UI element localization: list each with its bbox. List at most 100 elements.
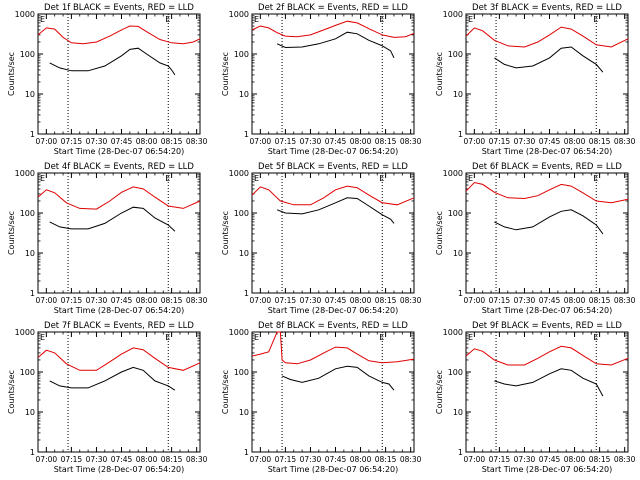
marker-label-left: E <box>468 333 473 342</box>
x-tick-label: 08:15 <box>589 296 611 305</box>
y-tick-label: 1 <box>244 130 249 139</box>
x-tick-label: 08:00 <box>564 455 586 464</box>
y-tick-label: 10 <box>453 90 463 99</box>
x-tick-label: 08:15 <box>375 296 397 305</box>
series-lld-line <box>465 181 629 204</box>
panel-det-2: Det 2f BLACK = Events, RED = LLD 1 10 100 10… <box>221 3 422 156</box>
plot-frame <box>37 13 201 135</box>
y-tick-label: 100 <box>448 50 463 59</box>
plot-frame <box>251 331 415 453</box>
y-tick-label: 100 <box>20 368 35 377</box>
y-tick-label: 1000 <box>443 169 463 178</box>
y-tick-label: 100 <box>448 368 463 377</box>
marker-label-left: E <box>40 333 45 342</box>
x-tick-label: 07:15 <box>61 296 83 305</box>
plot-frame <box>251 172 415 294</box>
marker-label-right: E <box>593 174 598 183</box>
marker-label-right: E <box>165 333 170 342</box>
y-axis-title: Counts/sec <box>7 211 16 255</box>
marker-label-left: E <box>254 15 259 24</box>
y-axis-title: Counts/sec <box>7 370 16 414</box>
x-tick-label: 07:15 <box>275 296 297 305</box>
y-tick-label: 1 <box>244 289 249 298</box>
series-lld-line <box>465 26 629 48</box>
panel-det-9: Det 9f BLACK = Events, RED = LLD 1 10 100 10… <box>435 321 636 474</box>
panel-title: Det 5f BLACK = Events, RED = LLD <box>258 162 408 172</box>
x-axis-title: Start Time (28-Dec-07 06:54:20) <box>54 147 185 156</box>
series-lld-line <box>37 25 201 45</box>
x-tick-label: 08:15 <box>161 455 183 464</box>
x-tick-label: 08:15 <box>375 137 397 146</box>
panel-title: Det 3f BLACK = Events, RED = LLD <box>472 3 622 13</box>
x-tick-label: 07:15 <box>61 455 83 464</box>
y-tick-label: 100 <box>234 50 249 59</box>
y-tick-label: 1000 <box>229 10 249 19</box>
x-tick-label: 08:00 <box>350 296 372 305</box>
x-tick-label: 07:30 <box>514 455 536 464</box>
x-tick-label: 07:15 <box>489 296 511 305</box>
x-tick-label: 07:45 <box>111 137 133 146</box>
x-axis-title: Start Time (28-Dec-07 06:54:20) <box>482 147 613 156</box>
y-tick-label: 1000 <box>443 10 463 19</box>
series-events-line <box>276 197 395 224</box>
x-tick-label: 07:00 <box>250 296 272 305</box>
marker-label-left: E <box>40 174 45 183</box>
x-tick-label: 07:30 <box>514 137 536 146</box>
x-tick-label: 08:00 <box>350 137 372 146</box>
x-tick-label: 08:15 <box>589 455 611 464</box>
panel-det-1: Det 1f BLACK = Events, RED = LLD 1 10 100 10… <box>7 3 208 156</box>
x-tick-label: 08:30 <box>186 455 208 464</box>
y-axis-title: Counts/sec <box>435 211 444 255</box>
x-tick-label: 07:45 <box>325 296 347 305</box>
y-tick-label: 1 <box>30 289 35 298</box>
marker-label-right: E <box>379 15 384 24</box>
series-lld-line <box>251 185 415 206</box>
marker-label-right: E <box>593 15 598 24</box>
panel-title: Det 8f BLACK = Events, RED = LLD <box>258 321 408 331</box>
x-axis-title: Start Time (28-Dec-07 06:54:20) <box>482 306 613 315</box>
x-tick-label: 08:30 <box>400 455 422 464</box>
x-tick-label: 07:45 <box>539 137 561 146</box>
y-tick-label: 10 <box>453 249 463 258</box>
y-axis-title: Counts/sec <box>435 52 444 96</box>
x-axis-title: Start Time (28-Dec-07 06:54:20) <box>482 465 613 474</box>
plot-frame <box>465 172 629 294</box>
x-tick-label: 07:00 <box>250 455 272 464</box>
marker-label-left: E <box>254 174 259 183</box>
panel-det-5: Det 5f BLACK = Events, RED = LLD 1 10 100 10… <box>221 162 422 315</box>
y-tick-label: 1000 <box>229 328 249 337</box>
plot-frame <box>465 13 629 135</box>
y-tick-label: 1000 <box>229 169 249 178</box>
y-tick-label: 1000 <box>443 328 463 337</box>
y-tick-label: 10 <box>25 90 35 99</box>
x-tick-label: 07:15 <box>61 137 83 146</box>
plot-frame <box>37 172 201 294</box>
x-tick-label: 08:30 <box>186 137 208 146</box>
series-events-line <box>49 47 176 76</box>
series-events-line <box>494 368 604 397</box>
y-axis-title: Counts/sec <box>221 52 230 96</box>
x-tick-label: 07:00 <box>464 455 486 464</box>
y-tick-label: 10 <box>239 90 249 99</box>
x-tick-label: 07:45 <box>539 455 561 464</box>
x-tick-label: 07:45 <box>111 296 133 305</box>
x-tick-label: 08:30 <box>614 137 636 146</box>
x-tick-label: 08:15 <box>375 455 397 464</box>
series-lld-line <box>37 186 201 210</box>
y-axis-title: Counts/sec <box>221 370 230 414</box>
y-tick-label: 100 <box>20 50 35 59</box>
x-tick-label: 07:45 <box>111 455 133 464</box>
panel-title: Det 1f BLACK = Events, RED = LLD <box>44 3 194 13</box>
y-tick-label: 100 <box>448 209 463 218</box>
panel-det-4: Det 4f BLACK = Events, RED = LLD 1 10 100 10… <box>7 162 208 315</box>
x-tick-label: 07:30 <box>300 455 322 464</box>
y-tick-label: 1 <box>458 448 463 457</box>
y-tick-label: 100 <box>234 209 249 218</box>
x-tick-label: 08:30 <box>400 137 422 146</box>
panel-title: Det 4f BLACK = Events, RED = LLD <box>44 162 194 172</box>
series-lld-line <box>251 20 415 38</box>
marker-label-right: E <box>593 333 598 342</box>
x-tick-label: 07:45 <box>325 455 347 464</box>
x-tick-label: 08:15 <box>161 296 183 305</box>
